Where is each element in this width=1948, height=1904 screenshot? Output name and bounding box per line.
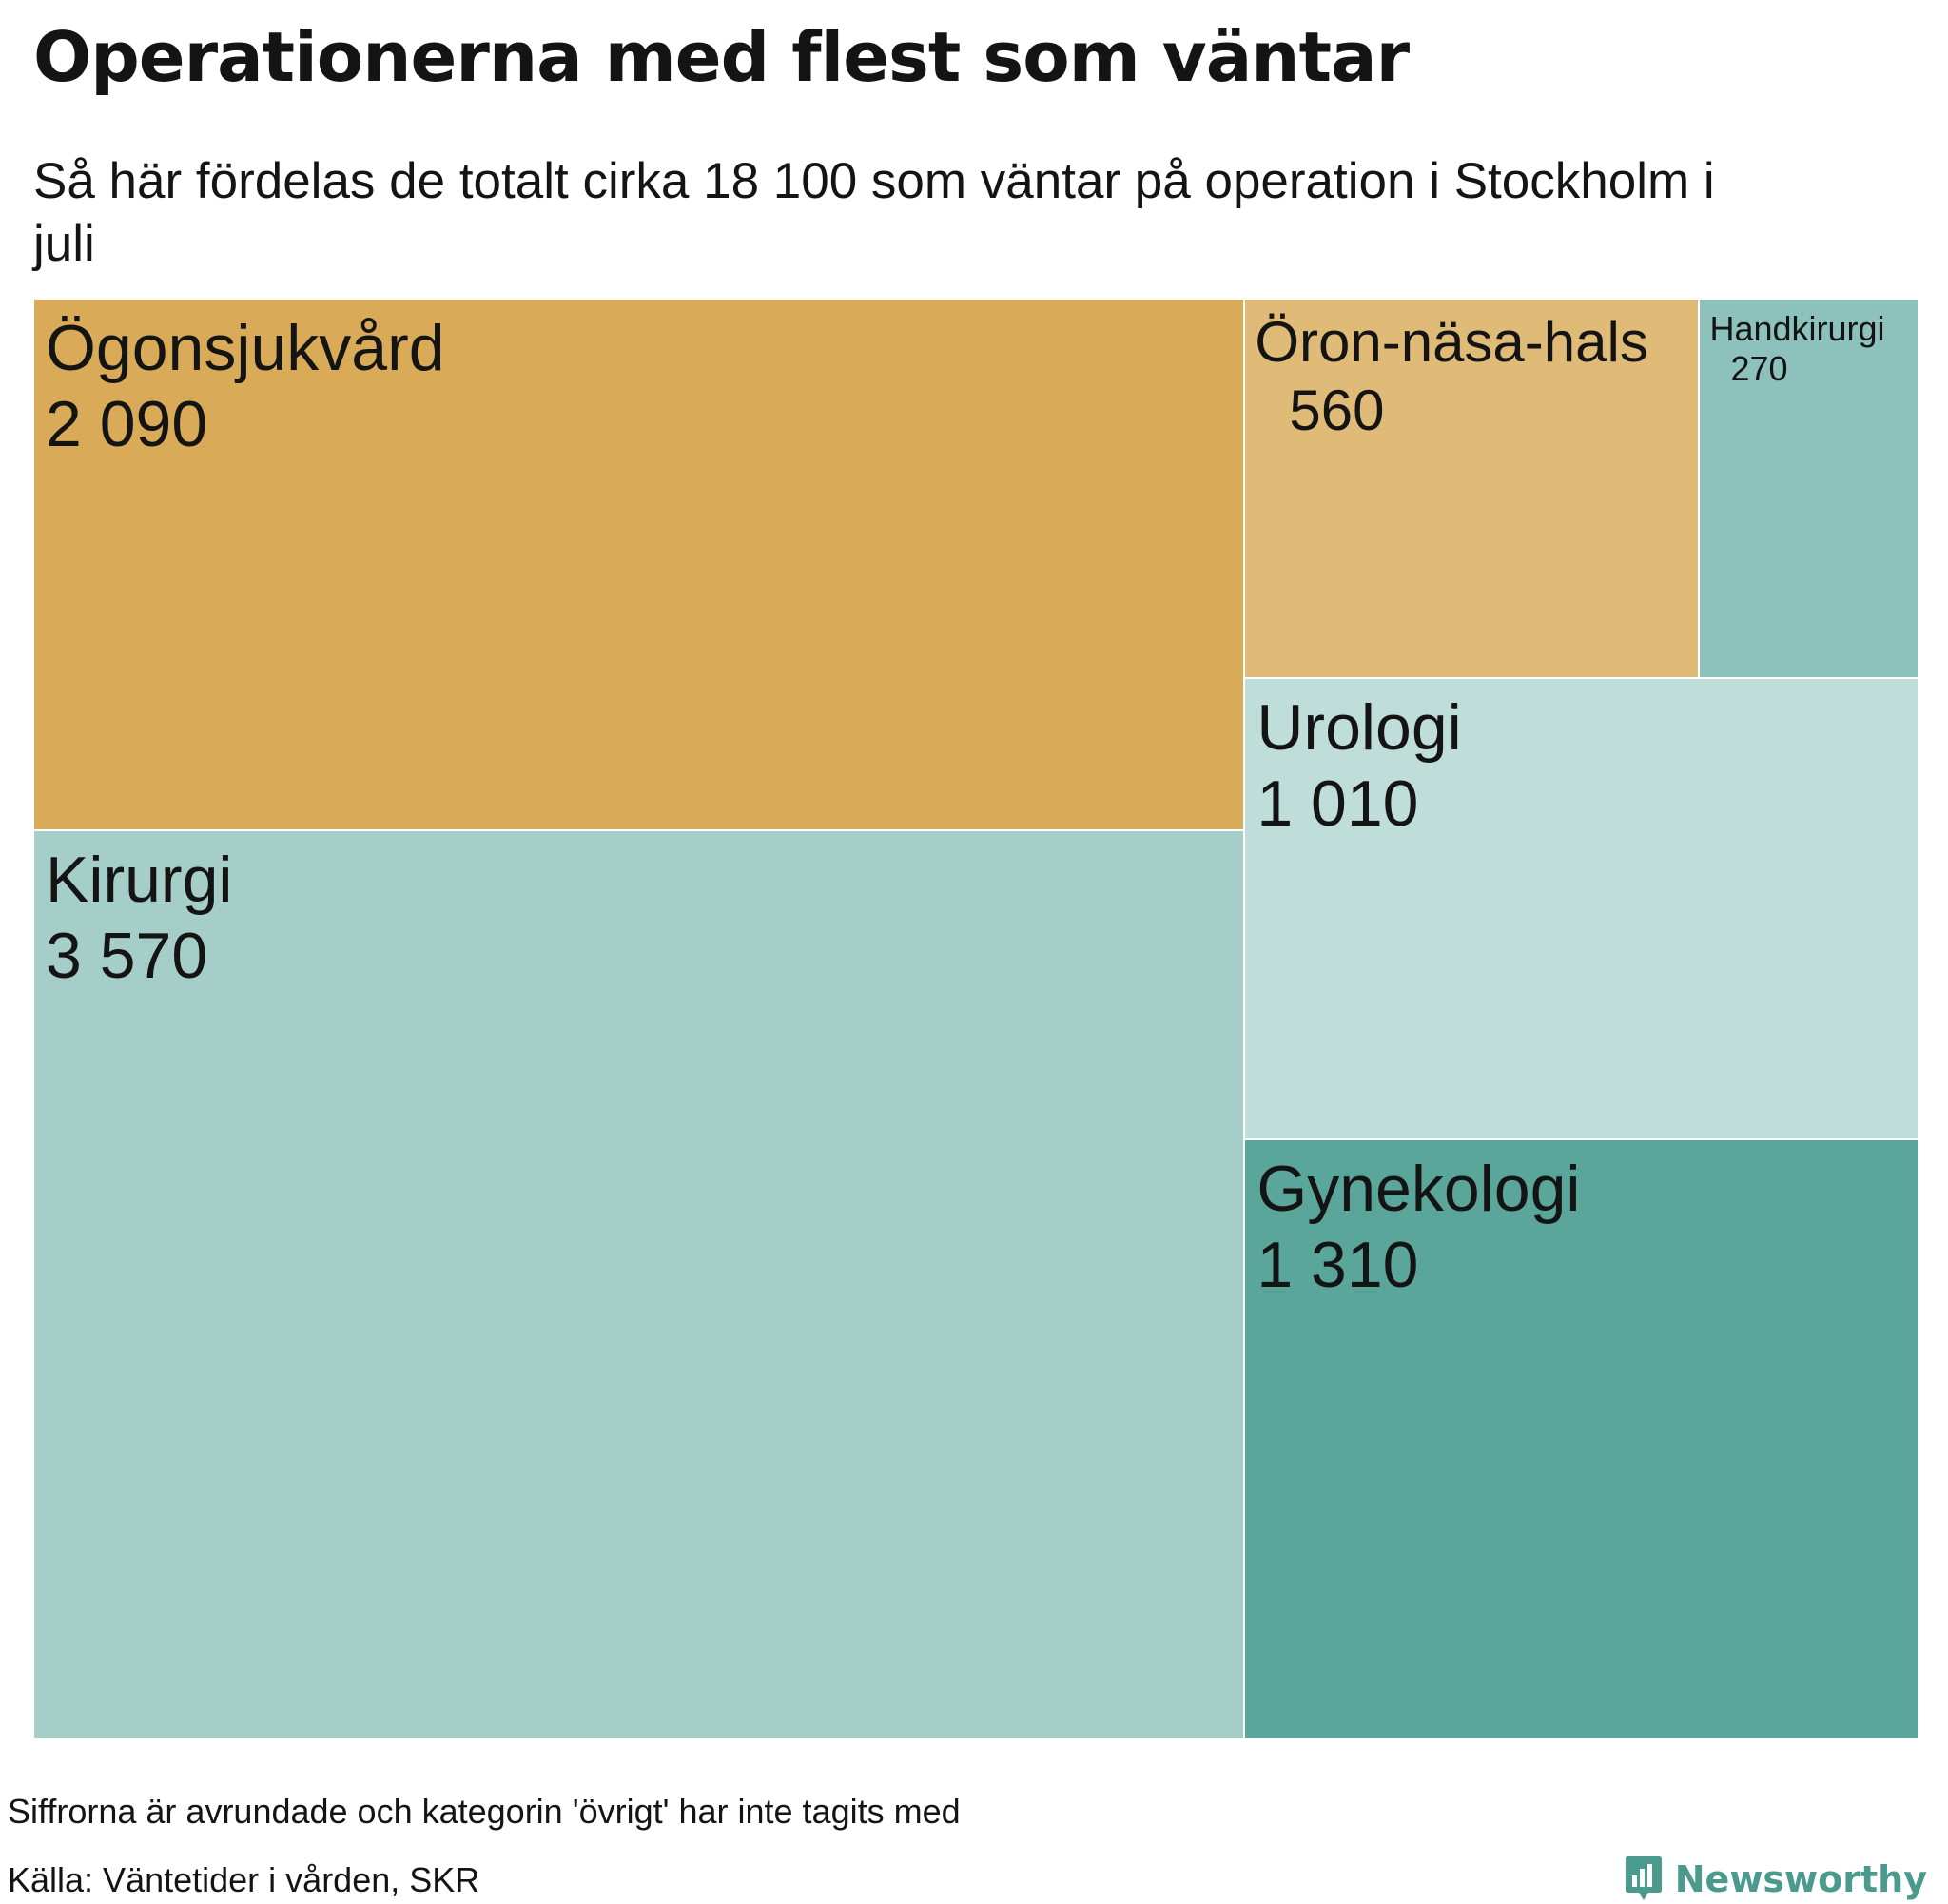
treemap-tile-urologi: Urologi 1 010 (1244, 677, 1919, 1140)
tile-category-label: Urologi (1256, 690, 1462, 764)
tile-value-label: 3 570 (46, 920, 208, 993)
tile-value-label: 1 010 (1256, 767, 1419, 840)
footnote: Siffrorna är avrundade och kategorin 'öv… (8, 1792, 961, 1831)
brand-name: Newsworthy (1674, 1858, 1927, 1900)
treemap-tile-kirurgi: Kirurgi 3 570 (33, 830, 1245, 1739)
tile-category-label: Handkirurgi (1709, 309, 1885, 348)
source-note: Källa: Väntetider i vården, SKR (8, 1860, 480, 1899)
treemap-tile-handkirurgi: Handkirurgi 270 (1699, 299, 1919, 678)
newsworthy-logo: Newsworthy (1624, 1855, 1927, 1904)
treemap-tile-ogonsjukvard: Ögonsjukvård 2 090 (33, 299, 1245, 831)
treemap-chart: Kirurgi 3 570 Ögonsjukvård 2 090 Gynekologi 1… (33, 299, 1919, 1739)
tile-value-label: 560 (1289, 379, 1385, 442)
treemap-tile-gynekologi: Gynekologi 1 310 (1244, 1139, 1919, 1739)
chart-title: Operationerna med flest som väntar (33, 17, 1410, 97)
chart-subtitle: Så här fördelas de totalt cirka 18 100 s… (33, 153, 1715, 272)
newsworthy-chart-bubble-icon (1625, 1856, 1662, 1900)
tile-category-label: Ögonsjukvård (46, 312, 445, 384)
tile-category-label: Kirurgi (46, 844, 233, 917)
tile-value-label: 270 (1730, 349, 1788, 388)
tile-category-label: Gynekologi (1256, 1153, 1581, 1226)
tile-category-label: Öron-näsa-hals (1255, 310, 1648, 374)
tile-value-label: 1 310 (1256, 1229, 1419, 1302)
treemap-tile-oron-nasa-hals: Öron-näsa-hals 560 (1244, 299, 1700, 678)
tile-value-label: 2 090 (46, 388, 208, 460)
